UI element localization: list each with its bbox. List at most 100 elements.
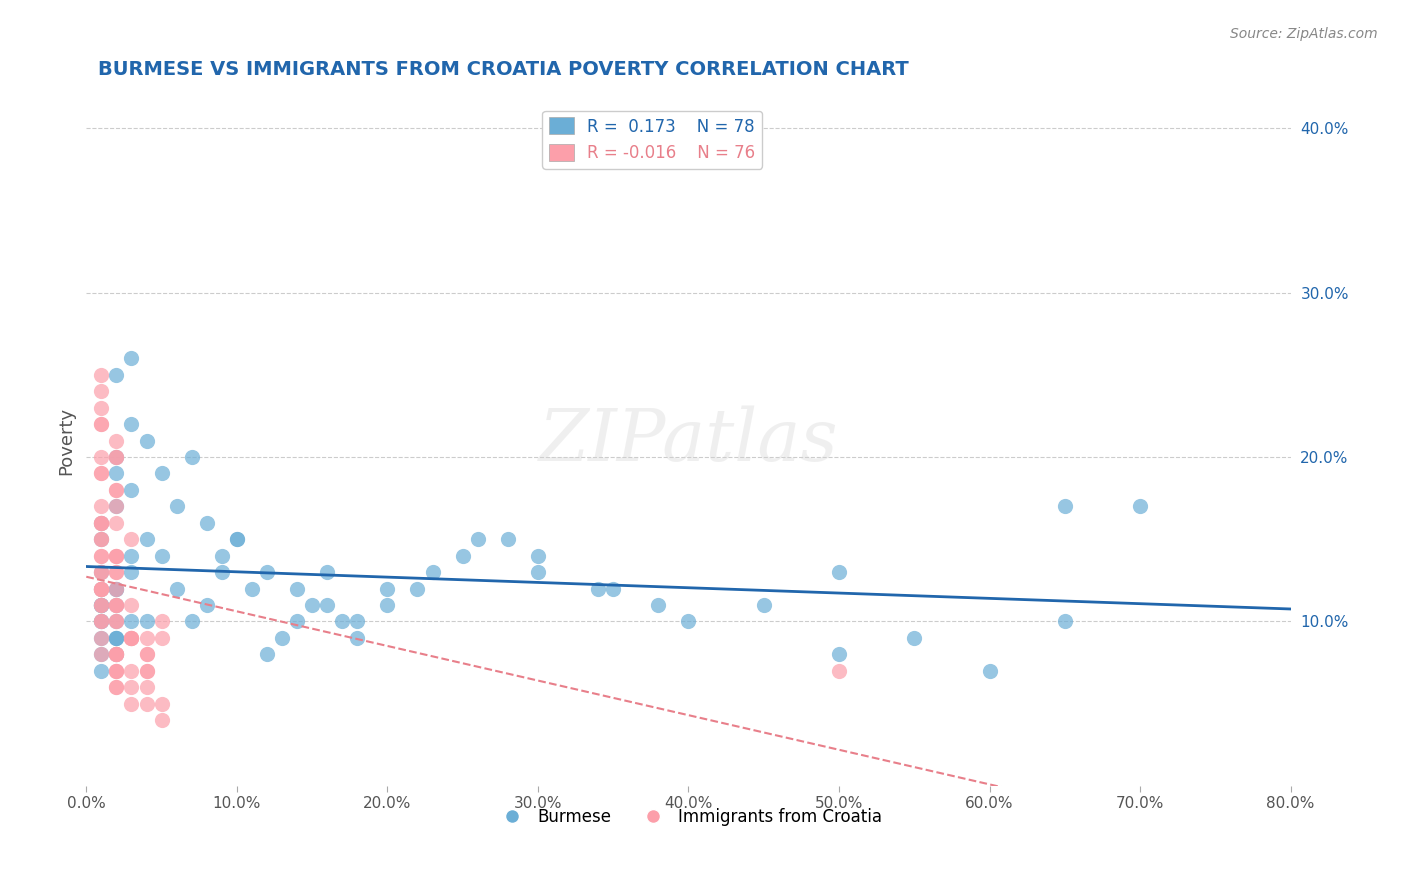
Point: [105, 598, 128, 612]
Point: [586, 582, 609, 596]
Point: [527, 549, 550, 563]
Point: [903, 631, 925, 645]
Point: [105, 500, 128, 514]
Point: [346, 631, 368, 645]
Text: Source: ZipAtlas.com: Source: ZipAtlas.com: [1230, 27, 1378, 41]
Point: [90, 533, 112, 547]
Point: [90, 533, 112, 547]
Point: [828, 648, 851, 662]
Point: [105, 648, 128, 662]
Point: [90, 384, 112, 399]
Point: [120, 598, 142, 612]
Point: [105, 615, 128, 629]
Point: [135, 664, 157, 678]
Point: [90, 565, 112, 579]
Point: [90, 500, 112, 514]
Point: [120, 483, 142, 497]
Text: ZIPatlas: ZIPatlas: [538, 405, 838, 475]
Point: [90, 467, 112, 481]
Point: [496, 533, 519, 547]
Point: [166, 582, 188, 596]
Point: [90, 631, 112, 645]
Point: [211, 549, 233, 563]
Point: [120, 680, 142, 694]
Point: [90, 615, 112, 629]
Point: [90, 648, 112, 662]
Point: [195, 598, 218, 612]
Y-axis label: Poverty: Poverty: [58, 407, 75, 475]
Point: [120, 417, 142, 432]
Point: [271, 631, 294, 645]
Point: [120, 631, 142, 645]
Point: [105, 582, 128, 596]
Point: [105, 598, 128, 612]
Point: [166, 500, 188, 514]
Point: [90, 450, 112, 464]
Point: [90, 631, 112, 645]
Point: [150, 697, 173, 711]
Point: [90, 615, 112, 629]
Point: [105, 648, 128, 662]
Point: [180, 615, 202, 629]
Point: [105, 483, 128, 497]
Point: [120, 351, 142, 366]
Point: [285, 582, 308, 596]
Point: [120, 631, 142, 645]
Point: [90, 582, 112, 596]
Point: [90, 582, 112, 596]
Point: [301, 598, 323, 612]
Point: [135, 664, 157, 678]
Point: [90, 467, 112, 481]
Point: [150, 631, 173, 645]
Point: [105, 631, 128, 645]
Point: [90, 516, 112, 530]
Point: [90, 598, 112, 612]
Point: [105, 648, 128, 662]
Point: [377, 582, 399, 596]
Point: [180, 450, 202, 464]
Point: [90, 368, 112, 382]
Point: [135, 648, 157, 662]
Point: [135, 434, 157, 448]
Point: [316, 565, 339, 579]
Point: [105, 368, 128, 382]
Point: [527, 565, 550, 579]
Point: [105, 467, 128, 481]
Point: [90, 615, 112, 629]
Point: [150, 615, 173, 629]
Point: [406, 582, 429, 596]
Point: [150, 467, 173, 481]
Point: [316, 598, 339, 612]
Point: [120, 615, 142, 629]
Point: [90, 648, 112, 662]
Point: [90, 516, 112, 530]
Point: [150, 549, 173, 563]
Point: [105, 664, 128, 678]
Point: [752, 598, 775, 612]
Point: [105, 631, 128, 645]
Point: [105, 565, 128, 579]
Point: [90, 417, 112, 432]
Point: [135, 631, 157, 645]
Point: [135, 648, 157, 662]
Point: [240, 582, 263, 596]
Point: [90, 516, 112, 530]
Point: [105, 450, 128, 464]
Point: [105, 664, 128, 678]
Point: [105, 434, 128, 448]
Point: [330, 615, 353, 629]
Point: [828, 664, 851, 678]
Point: [1053, 500, 1076, 514]
Point: [90, 582, 112, 596]
Point: [105, 664, 128, 678]
Point: [90, 549, 112, 563]
Point: [120, 697, 142, 711]
Point: [211, 565, 233, 579]
Point: [135, 680, 157, 694]
Point: [647, 598, 669, 612]
Point: [90, 565, 112, 579]
Point: [90, 516, 112, 530]
Point: [90, 417, 112, 432]
Point: [90, 565, 112, 579]
Point: [105, 598, 128, 612]
